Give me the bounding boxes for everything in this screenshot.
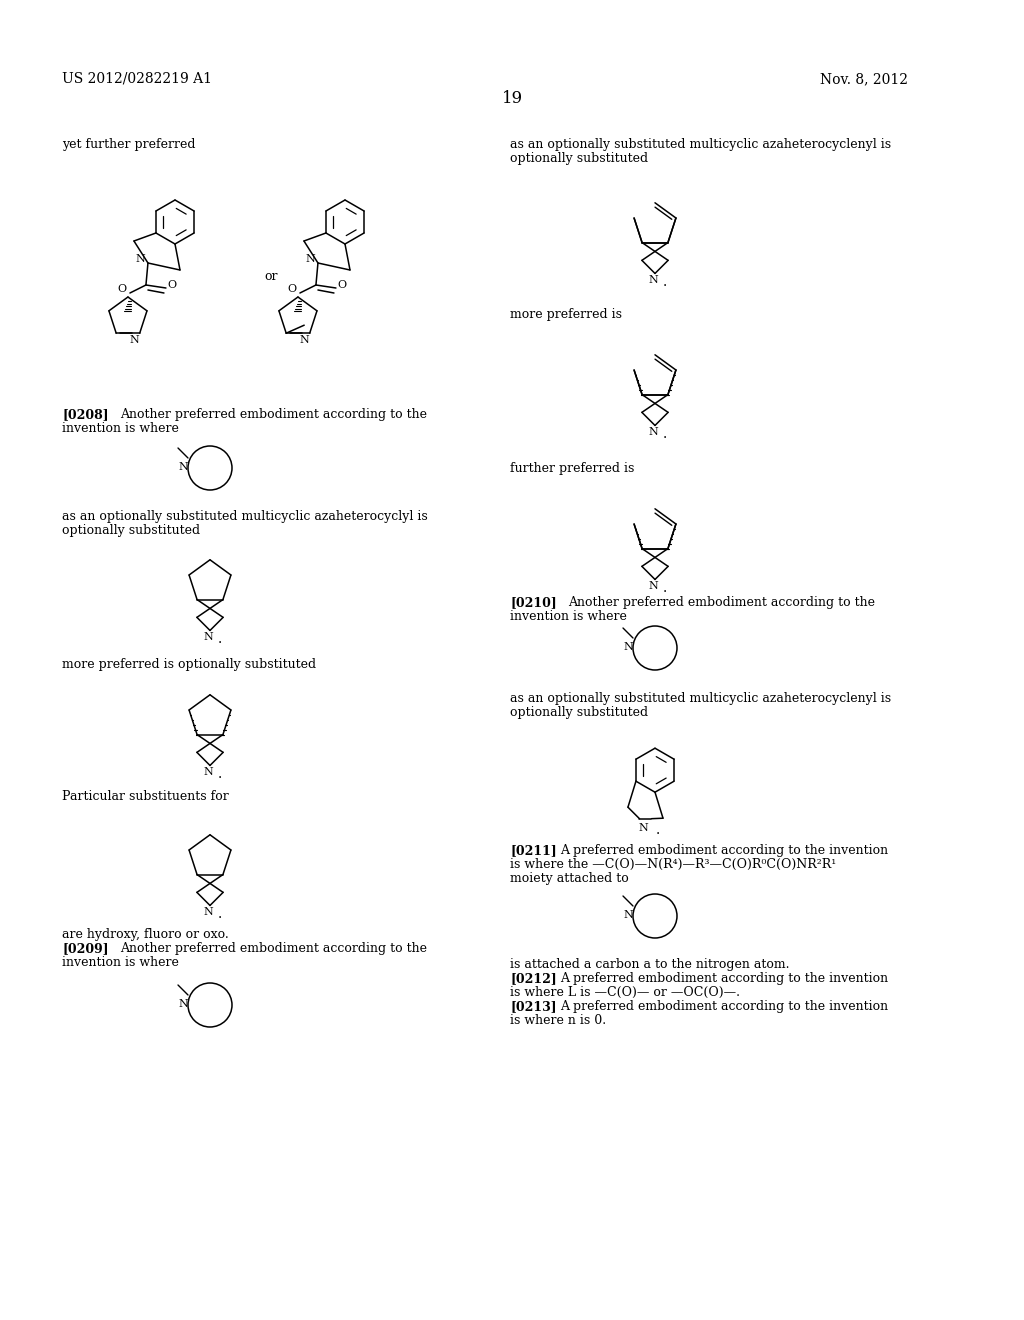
Text: N: N xyxy=(648,581,657,591)
Text: .: . xyxy=(218,632,222,647)
Text: [0209]: [0209] xyxy=(62,942,109,954)
Text: is where the —C(O)—N(R⁴)—R³—C(O)R⁰C(O)NR²R¹: is where the —C(O)—N(R⁴)—R³—C(O)R⁰C(O)NR… xyxy=(510,858,837,871)
Text: more preferred is optionally substituted: more preferred is optionally substituted xyxy=(62,657,316,671)
Text: are hydroxy, fluoro or oxo.: are hydroxy, fluoro or oxo. xyxy=(62,928,228,941)
Text: N: N xyxy=(178,999,188,1008)
Text: .: . xyxy=(663,581,668,595)
Text: Another preferred embodiment according to the: Another preferred embodiment according t… xyxy=(120,408,427,421)
Text: as an optionally substituted multicyclic azaheterocyclenyl is: as an optionally substituted multicyclic… xyxy=(510,692,891,705)
Text: N: N xyxy=(130,335,139,346)
Text: N: N xyxy=(135,253,145,264)
Text: as an optionally substituted multicyclic azaheterocyclenyl is: as an optionally substituted multicyclic… xyxy=(510,139,891,150)
Text: O: O xyxy=(288,284,297,294)
Text: .: . xyxy=(218,767,222,781)
Text: [0211]: [0211] xyxy=(510,843,557,857)
Text: N: N xyxy=(648,428,657,437)
Text: is where L is —C(O)— or —OC(O)—.: is where L is —C(O)— or —OC(O)—. xyxy=(510,986,740,999)
Text: invention is where: invention is where xyxy=(62,422,179,436)
Text: O: O xyxy=(167,280,176,290)
Text: Another preferred embodiment according to the: Another preferred embodiment according t… xyxy=(568,597,874,609)
Text: more preferred is: more preferred is xyxy=(510,308,622,321)
Text: or: or xyxy=(264,271,278,282)
Text: is attached a carbon a to the nitrogen atom.: is attached a carbon a to the nitrogen a… xyxy=(510,958,790,972)
Text: [0210]: [0210] xyxy=(510,597,557,609)
Text: N: N xyxy=(624,909,633,920)
Text: Another preferred embodiment according to the: Another preferred embodiment according t… xyxy=(120,942,427,954)
Text: invention is where: invention is where xyxy=(62,956,179,969)
Text: US 2012/0282219 A1: US 2012/0282219 A1 xyxy=(62,73,212,86)
Text: is where n is 0.: is where n is 0. xyxy=(510,1014,606,1027)
Text: N: N xyxy=(624,642,633,652)
Text: .: . xyxy=(218,907,222,921)
Text: optionally substituted: optionally substituted xyxy=(510,152,648,165)
Text: [0208]: [0208] xyxy=(62,408,109,421)
Text: N: N xyxy=(639,822,648,833)
Text: [0212]: [0212] xyxy=(510,972,557,985)
Text: N: N xyxy=(305,253,315,264)
Text: 19: 19 xyxy=(502,90,522,107)
Text: A preferred embodiment according to the invention: A preferred embodiment according to the … xyxy=(560,972,888,985)
Text: O: O xyxy=(118,284,127,294)
Text: .: . xyxy=(663,428,668,441)
Text: Particular substituents for: Particular substituents for xyxy=(62,789,228,803)
Text: Nov. 8, 2012: Nov. 8, 2012 xyxy=(820,73,908,86)
Text: yet further preferred: yet further preferred xyxy=(62,139,196,150)
Text: optionally substituted: optionally substituted xyxy=(510,706,648,719)
Text: optionally substituted: optionally substituted xyxy=(62,524,200,537)
Text: N: N xyxy=(300,335,309,346)
Text: N: N xyxy=(203,907,213,917)
Text: [0213]: [0213] xyxy=(510,1001,557,1012)
Text: N: N xyxy=(203,767,213,777)
Text: N: N xyxy=(203,632,213,643)
Text: O: O xyxy=(337,280,346,290)
Text: .: . xyxy=(663,276,668,289)
Text: N: N xyxy=(648,276,657,285)
Text: .: . xyxy=(655,822,659,837)
Text: as an optionally substituted multicyclic azaheterocyclyl is: as an optionally substituted multicyclic… xyxy=(62,510,428,523)
Text: A preferred embodiment according to the invention: A preferred embodiment according to the … xyxy=(560,843,888,857)
Text: invention is where: invention is where xyxy=(510,610,627,623)
Text: moiety attached to: moiety attached to xyxy=(510,873,629,884)
Text: N: N xyxy=(178,462,188,473)
Text: further preferred is: further preferred is xyxy=(510,462,635,475)
Text: A preferred embodiment according to the invention: A preferred embodiment according to the … xyxy=(560,1001,888,1012)
